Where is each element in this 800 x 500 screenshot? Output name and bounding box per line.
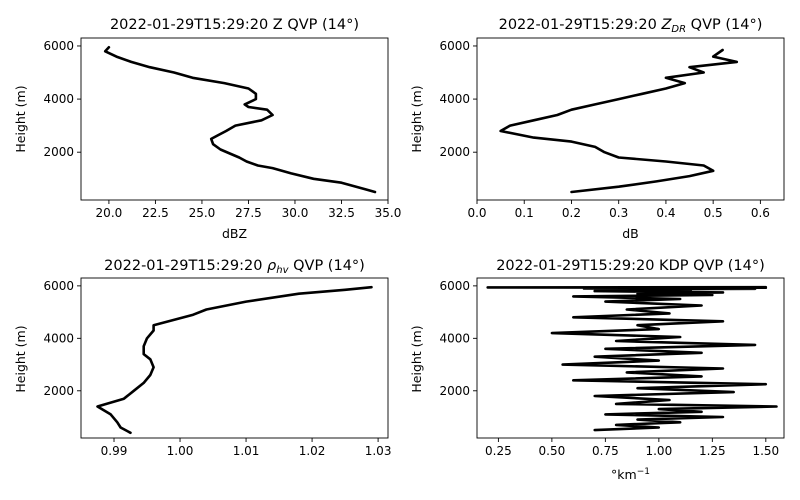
panel-1-title: 2022-01-29T15:29:20 Z QVP (14°) [110,17,359,33]
panel-2-xtick-label: 0.6 [751,206,770,220]
panel-4-axes-frame [476,277,785,439]
panel-3-ytick-label: 4000 [43,331,74,345]
panel-1-xtick-label: 35.0 [375,206,402,220]
panel-2-ytick-label: 6000 [439,39,470,53]
panel-1-ylabel: Height (m) [13,85,28,152]
panel-3-ytick-label: 6000 [43,279,74,293]
panel-1-xtick-label: 27.5 [235,206,262,220]
panel-4-xtick-label: 0.75 [592,444,619,458]
panel-1-ytick-label: 6000 [43,39,74,53]
panel-1-axes-frame [80,37,389,201]
panel-1-ytick-label: 4000 [43,92,74,106]
panel-3-title: 2022-01-29T15:29:20 ρhv QVP (14°) [104,258,365,276]
panel-1-xtick-label: 30.0 [282,206,309,220]
panel-2-xlabel: dB [622,226,639,241]
panel-2-xtick-label: 0.2 [562,206,581,220]
panel-1-series-line [103,45,377,194]
panel-2-xtick-label: 0.1 [515,206,534,220]
panel-4-xtick-label: 1.50 [752,444,779,458]
chart-marks: 20.0 22.5 25.0 27.5 30.0 32.5 35.0 2000 4000 6000… [43,37,785,458]
panel-4-xtick-label: 0.25 [485,444,512,458]
panel-2-xtick-label: 0.0 [467,206,486,220]
panel-4-xtick-label: 1.00 [645,444,672,458]
panel-4-xlabel: °km−1 [611,467,650,482]
panel-4-xtick-label: 1.25 [699,444,726,458]
panel-3-ylabel: Height (m) [13,325,28,392]
panel-3-xtick-label: 0.99 [101,444,128,458]
panel-3-xtick-label: 1.00 [167,444,194,458]
panel-1-xtick-label: 20.0 [96,206,123,220]
panel-2-ylabel: Height (m) [409,85,424,152]
panel-4-ytick-label: 2000 [439,384,470,398]
panel-1-xtick-label: 25.0 [189,206,216,220]
panel-2-series-line [499,48,739,194]
panel-2-title: 2022-01-29T15:29:20 ZDR QVP (14°) [499,17,763,35]
panel-2-axes-frame [476,37,785,201]
panel-3-ytick-label: 2000 [43,384,74,398]
panel-2-ytick-label: 2000 [439,145,470,159]
panel-2-xtick-label: 0.4 [656,206,675,220]
panel-3-axes-frame [80,277,389,439]
panel-2-xtick-label: 0.5 [704,206,723,220]
panel-3-series-line [96,285,373,435]
panel-1-ytick-label: 2000 [43,145,74,159]
panel-1-xtick-label: 32.5 [328,206,355,220]
panel-3-xtick-label: 1.01 [233,444,260,458]
panel-2-ytick-label: 4000 [439,92,470,106]
panel-3-xtick-label: 1.03 [365,444,392,458]
panel-1-xtick-label: 22.5 [142,206,169,220]
panel-3-xtick-label: 1.02 [299,444,326,458]
panel-4-series-line [486,285,778,432]
panel-4-xtick-label: 0.50 [539,444,566,458]
panel-2-xtick-label: 0.3 [609,206,628,220]
panel-4-title: 2022-01-29T15:29:20 KDP QVP (14°) [496,258,765,274]
panel-4-ytick-label: 6000 [439,279,470,293]
panel-4-ylabel: Height (m) [409,325,424,392]
panel-4-ytick-label: 4000 [439,331,470,345]
panel-1-xlabel: dBZ [222,226,247,241]
